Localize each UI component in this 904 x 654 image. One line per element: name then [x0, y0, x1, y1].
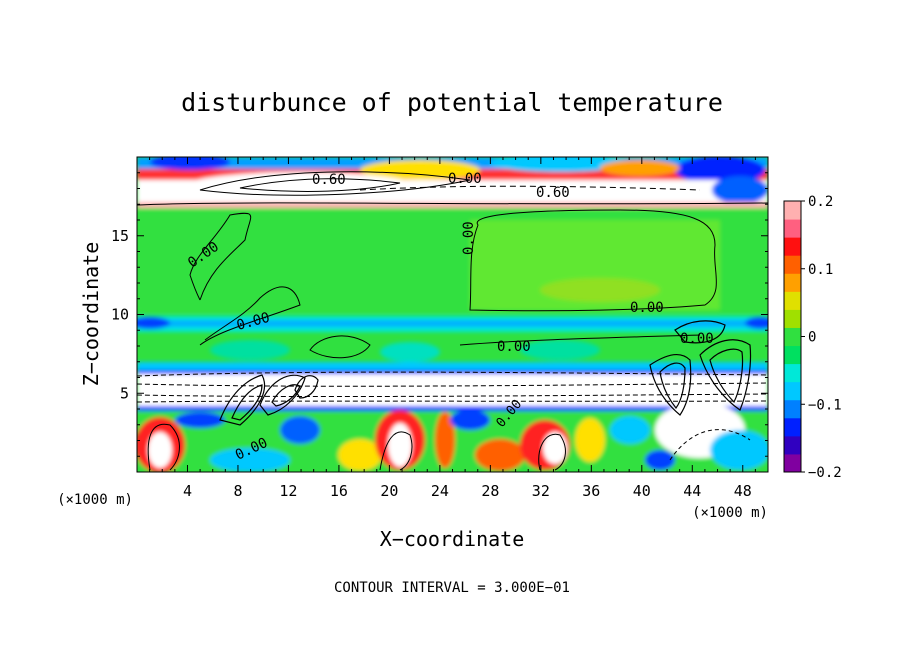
colorbar-tick-label: 0	[808, 330, 816, 346]
colorbar-tick-label: 0.1	[808, 262, 833, 278]
y-axis-title: Z−coordinate	[79, 242, 103, 387]
colorbar-swatch	[784, 381, 801, 401]
colorbar-swatch	[784, 309, 801, 328]
contour-interval-note: CONTOUR INTERVAL = 3.000E−01	[334, 580, 570, 596]
x-tick-label: 12	[279, 482, 297, 500]
y-axis: 5 10 15	[111, 172, 768, 457]
y-tick-label: 15	[111, 227, 129, 245]
y-tick-label: 10	[111, 306, 129, 324]
contour-label: 0.00	[461, 221, 477, 255]
colorbar: 0.2 0.1 0 −0.1 −0.2	[783, 194, 842, 481]
x-tick-label: 28	[481, 482, 499, 500]
x-tick-label: 20	[380, 482, 398, 500]
x-tick-label: 44	[683, 482, 701, 500]
contour-label: 0.60	[536, 185, 570, 201]
colorbar-swatch	[784, 291, 801, 310]
x-tick-label: 4	[183, 482, 192, 500]
contour-label: 0.60	[312, 172, 346, 188]
colorbar-swatch	[784, 417, 801, 437]
x-tick-label: 8	[233, 482, 242, 500]
plot-area: 0.00 0.00 0.00 0.00 0.00 0.00 0.00 0.60 …	[137, 157, 768, 472]
colorbar-swatch	[784, 273, 801, 292]
colorbar-swatch	[784, 219, 801, 238]
x-axis-title: X−coordinate	[380, 527, 525, 551]
colorbar-swatch	[784, 435, 801, 455]
colorbar-swatch	[784, 453, 801, 473]
colorbar-tick-label: 0.2	[808, 194, 833, 210]
x-tick-label: 40	[633, 482, 651, 500]
contour-label: 0.00	[448, 171, 482, 187]
colorbar-swatch	[784, 363, 801, 383]
x-tick-label: 16	[330, 482, 348, 500]
colorbar-swatch	[784, 399, 801, 419]
contour-lines	[137, 171, 768, 471]
colorbar-tick-label: −0.2	[808, 465, 842, 481]
contour-label: 0.00	[680, 331, 714, 347]
chart-title: disturbunce of potential temperature	[181, 88, 723, 117]
z-unit-label: (×1000 m)	[57, 492, 133, 508]
x-unit-label: (×1000 m)	[692, 505, 768, 521]
colorbar-swatch	[784, 345, 801, 365]
x-axis: 4 8 12 16 20 24 28 32 36 40 44 48	[149, 157, 756, 500]
colorbar-tick-label: −0.1	[808, 397, 842, 413]
colorbar-swatch	[784, 255, 801, 274]
x-tick-label: 32	[532, 482, 550, 500]
dense-contours	[219, 320, 752, 426]
x-tick-label: 24	[431, 482, 449, 500]
contour-label: 0.00	[497, 339, 531, 355]
x-tick-label: 36	[582, 482, 600, 500]
contour-label: 0.00	[630, 300, 664, 316]
y-tick-label: 5	[120, 384, 129, 402]
colorbar-swatch	[784, 237, 801, 256]
colorbar-swatch	[784, 201, 801, 220]
colorbar-swatch	[784, 327, 801, 347]
x-tick-label: 48	[734, 482, 752, 500]
